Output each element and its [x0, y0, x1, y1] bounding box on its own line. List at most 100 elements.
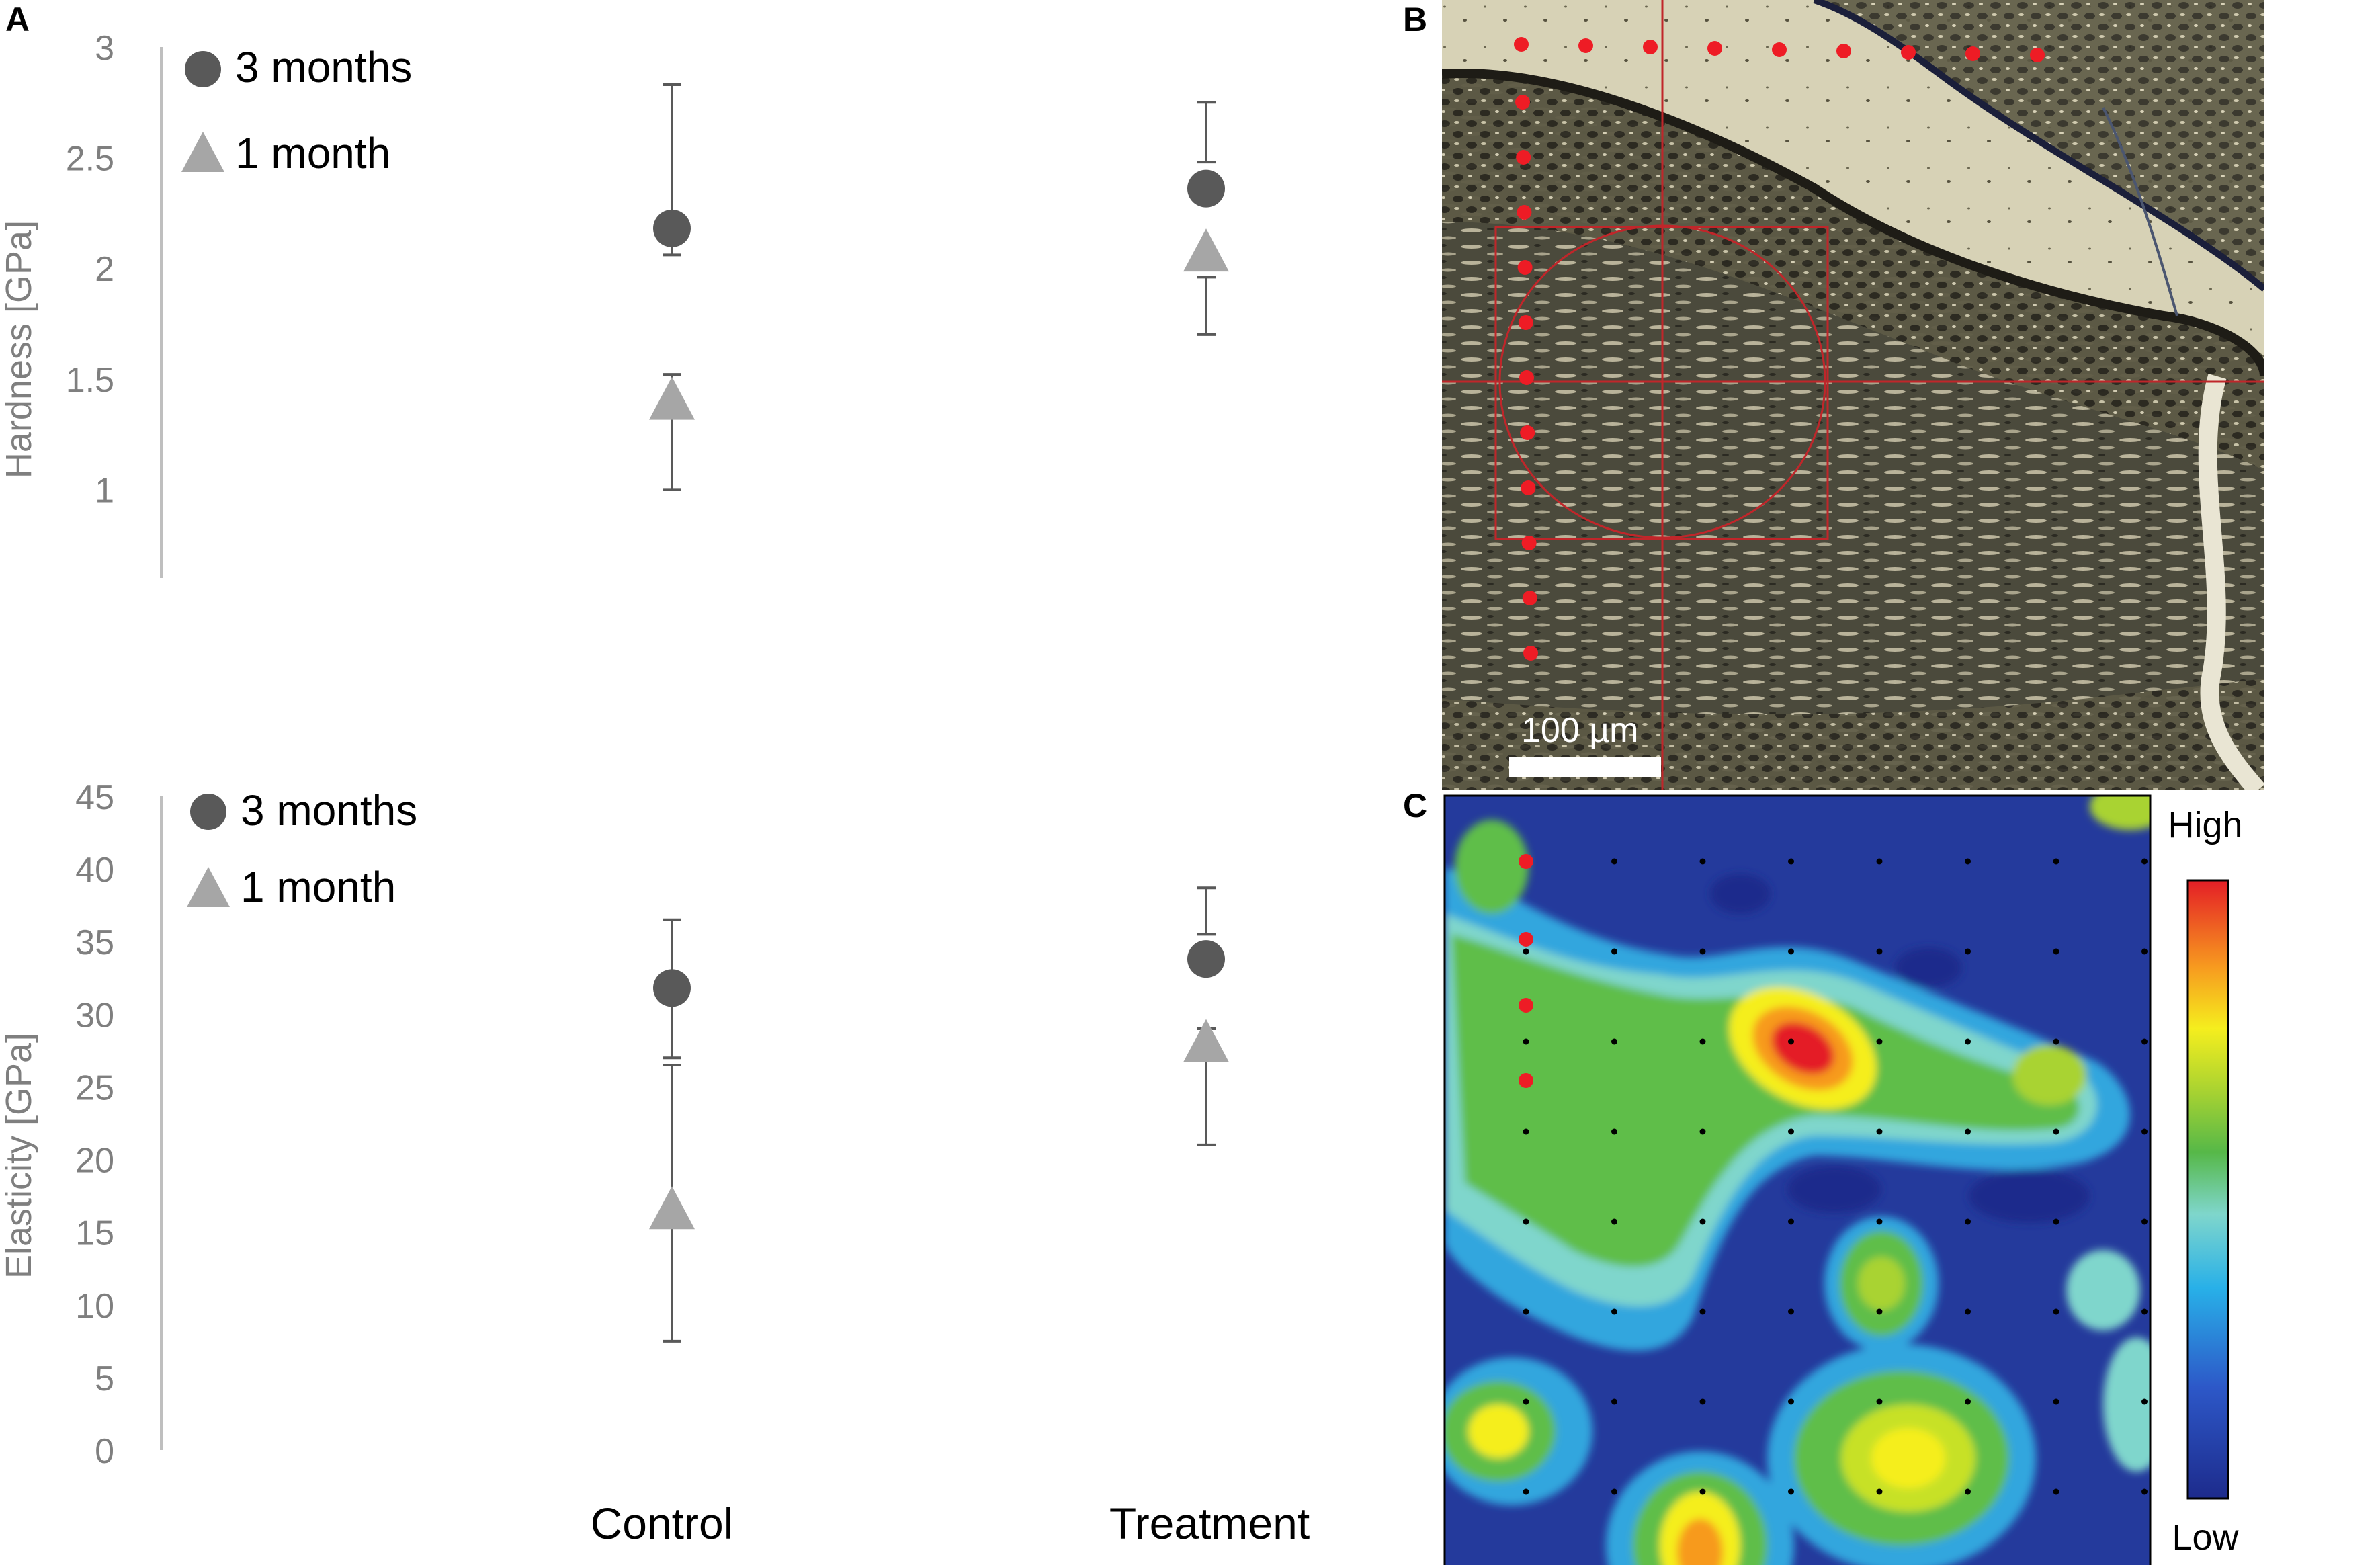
heatmap-marker-dot [1519, 1073, 1533, 1088]
panel-label-b: B [1403, 1, 1428, 38]
elasticity-y-tick-label: 30 [75, 996, 114, 1035]
heatmap-marker-dot [1519, 998, 1533, 1013]
colorbar-low-label: Low [2172, 1517, 2239, 1558]
grid-point [1699, 1308, 1706, 1315]
grid-point [1876, 1218, 1883, 1225]
hardness-y-tick-label: 3 [95, 29, 114, 68]
legend-3-months-marker-2 [190, 794, 226, 830]
grid-point [1876, 948, 1883, 955]
grid-point [2053, 1308, 2059, 1315]
grid-point [2141, 948, 2148, 955]
elasticity-point-triangle [1183, 1019, 1229, 1062]
panel-label-c: C [1403, 787, 1428, 824]
grid-point [1699, 1218, 1706, 1225]
hardness-y-tick-label: 1 [95, 471, 114, 510]
grid-point [2053, 1488, 2059, 1495]
indent-dot [1523, 646, 1538, 661]
indent-dot [1514, 37, 1529, 52]
grid-point [1788, 1218, 1794, 1225]
indent-dot [1518, 315, 1533, 330]
grid-point [1611, 1128, 1617, 1135]
grid-point [1965, 1038, 1971, 1045]
indent-dot [1515, 95, 1530, 110]
grid-point [1965, 948, 1971, 955]
colorbar-high-label: High [2168, 805, 2242, 845]
elasticity-y-tick-label: 20 [75, 1142, 114, 1181]
elasticity-y-tick-label: 15 [75, 1214, 114, 1253]
grid-point [1876, 1038, 1883, 1045]
indent-dot [1578, 38, 1593, 53]
hardness-y-tick-label: 1.5 [66, 361, 114, 400]
legend-1-month-marker [181, 132, 224, 172]
legend-3-months-label: 3 months [235, 43, 412, 91]
grid-point [1965, 1398, 1971, 1405]
indent-dot [1707, 41, 1722, 56]
scale-bar-label: 100 µm [1521, 711, 1638, 750]
indent-dot [1517, 205, 1532, 220]
legend-1-month-label-2: 1 month [241, 863, 396, 911]
grid-point [1523, 1038, 1529, 1045]
indent-dot [1520, 425, 1535, 440]
grid-point [1611, 1038, 1617, 1045]
hardness-y-axis-label: Hardness [GPa] [0, 220, 39, 478]
grid-point [1699, 858, 1706, 865]
heatmap-marker-dot [1519, 932, 1533, 947]
indent-dot [1836, 44, 1851, 58]
grid-point [2053, 858, 2059, 865]
colorbar [2186, 879, 2229, 1500]
indent-dot [1519, 370, 1534, 385]
grid-point [1965, 858, 1971, 865]
grid-point [1788, 1308, 1794, 1315]
category-label-treatment: Treatment [1109, 1498, 1310, 1548]
indent-dot [1772, 42, 1787, 57]
grid-point [2230, 859, 2236, 865]
grid-point [1611, 1488, 1617, 1495]
grid-point [1523, 1488, 1529, 1495]
indent-dot [1517, 260, 1533, 275]
elasticity-y-tick-label: 40 [75, 851, 114, 890]
indent-dot [1516, 150, 1531, 165]
bone-micrograph: 100 µm [1442, 0, 2264, 790]
grid-point [2141, 1308, 2148, 1315]
elasticity-y-tick-label: 0 [95, 1432, 114, 1471]
grid-point [1876, 858, 1883, 865]
grid-point [2053, 1218, 2059, 1225]
legend-1-month-label: 1 month [235, 129, 390, 177]
grid-point [1699, 1488, 1706, 1495]
panel-label-a: A [5, 1, 30, 38]
grid-point [2230, 1309, 2236, 1315]
grid-point [1523, 1308, 1529, 1315]
grid-point [1611, 1218, 1617, 1225]
grid-point [1788, 858, 1794, 865]
grid-point [1699, 1128, 1706, 1135]
grid-point [2230, 1129, 2236, 1135]
grid-point [2141, 1218, 2148, 1225]
grid-point [1523, 1398, 1529, 1405]
grid-point [1876, 1488, 1883, 1495]
grid-point [1788, 1128, 1794, 1135]
grid-point [2053, 1038, 2059, 1045]
grid-point [1523, 1128, 1529, 1135]
elasticity-y-tick-label: 10 [75, 1287, 114, 1326]
grid-point [2141, 1488, 2148, 1495]
elasticity-point-circle [1187, 940, 1225, 978]
grid-point [2053, 1398, 2059, 1405]
grid-point [2141, 1398, 2148, 1405]
hardness-chart: 1 1.5 2 2.5 3 Hardness [GPa] 3 months 1 mont… [0, 29, 1229, 578]
category-label-control: Control [591, 1498, 734, 1548]
grid-point [1611, 948, 1617, 955]
grid-point [1788, 1488, 1794, 1495]
grid-point [1965, 1218, 1971, 1225]
indent-dot [1965, 46, 1980, 61]
grid-point [1965, 1308, 1971, 1315]
elasticity-point-triangle [649, 1186, 695, 1230]
grid-point [1699, 1038, 1706, 1045]
grid-point [1965, 1128, 1971, 1135]
elasticity-point-circle [653, 969, 691, 1007]
hardness-point-circle [1187, 169, 1225, 208]
indent-dot [1521, 536, 1537, 550]
grid-point [1523, 948, 1529, 955]
elasticity-y-tick-label: 5 [95, 1359, 114, 1398]
hardness-y-tick-label: 2.5 [66, 140, 114, 179]
indent-dot [1643, 40, 1658, 54]
